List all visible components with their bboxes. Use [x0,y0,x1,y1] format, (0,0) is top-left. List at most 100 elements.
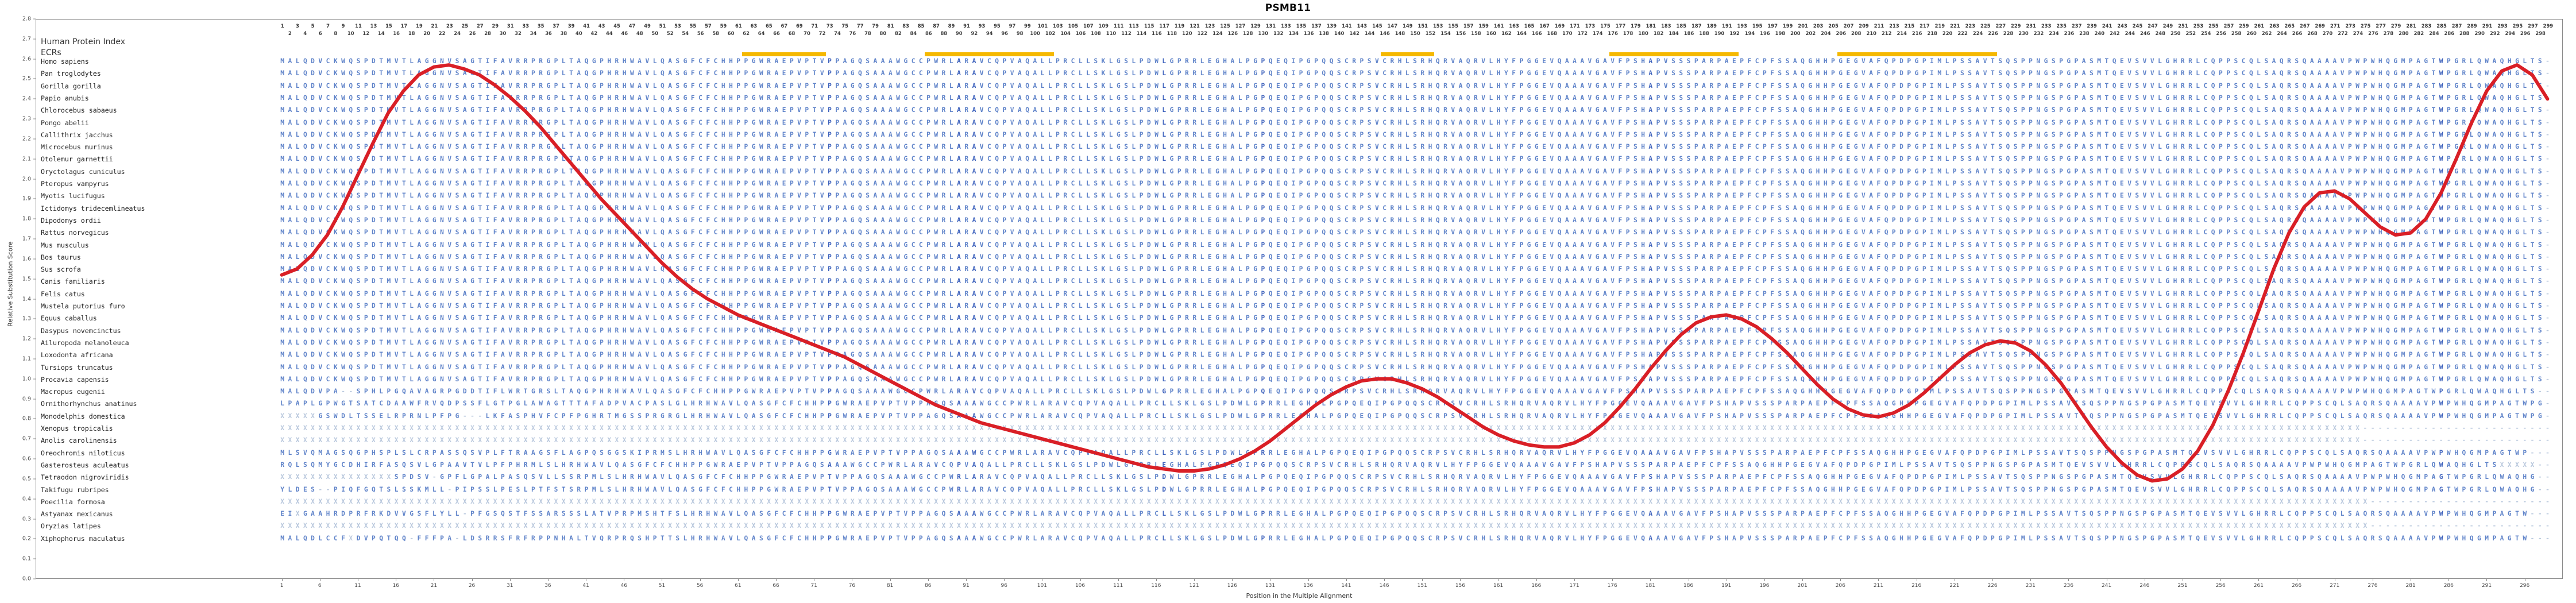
column-number: 87 [933,23,940,29]
column-number: 42 [590,30,598,36]
column-number: 183 [1661,23,1671,29]
x-tick-mark [1384,579,1385,581]
x-tick-label: 101 [1037,583,1047,589]
column-number: 181 [1646,23,1656,29]
x-tick-label: 11 [354,583,361,589]
x-tick-label: 181 [1645,583,1655,589]
x-tick-mark [509,579,511,581]
column-number: 273 [2345,23,2355,29]
x-tick-label: 16 [392,583,399,589]
column-number: 213 [1889,23,1899,29]
column-number: 152 [1425,30,1436,36]
column-number: 34 [530,30,537,36]
x-tick-label: 286 [2443,583,2454,589]
x-tick-mark [472,579,473,581]
column-number: 281 [2406,23,2416,29]
y-tick-mark [33,378,36,380]
column-number: 280 [2399,30,2409,36]
column-number: 188 [1699,30,1709,36]
column-number: 75 [841,23,849,29]
column-number: 121 [1189,23,1200,29]
column-number: 91 [963,23,970,29]
column-number: 248 [2155,30,2166,36]
x-tick-mark [1840,579,1841,581]
column-number: 84 [910,30,917,36]
column-number: 265 [2284,23,2295,29]
x-tick-label: 291 [2481,583,2492,589]
x-tick-mark [2258,579,2260,581]
column-number: 277 [2376,23,2386,29]
column-number: 231 [2026,23,2036,29]
column-number: 64 [758,30,765,36]
column-number: 143 [1357,23,1368,29]
column-number: 171 [1570,23,1580,29]
column-number: 292 [2489,30,2500,36]
y-tick-mark [33,478,36,480]
column-number: 130 [1258,30,1268,36]
column-number: 80 [879,30,887,36]
column-number: 236 [2064,30,2075,36]
column-number: 251 [2178,23,2188,29]
column-number: 107 [1083,23,1094,29]
column-number: 44 [606,30,613,36]
species-label: Tetraodon nigroviridis [41,473,129,482]
column-number: 207 [1843,23,1854,29]
column-number: 174 [1592,30,1603,36]
y-tick-label: 0.6 [22,455,31,462]
column-number: 225 [1980,23,1991,29]
column-number: 193 [1737,23,1747,29]
column-number: 97 [1009,23,1016,29]
x-tick-mark [1574,579,1575,581]
x-tick-label: 46 [620,583,628,589]
ecr-bar [925,52,1055,56]
x-tick-label: 6 [318,583,322,589]
column-number: 274 [2353,30,2363,36]
column-number: 226 [1988,30,1998,36]
y-tick-label: 1.5 [22,276,31,283]
y-tick-label: 2.0 [22,176,31,183]
column-number: 40 [576,30,582,36]
column-number: 115 [1144,23,1154,29]
y-tick-label: 0.0 [22,575,31,582]
column-number: 38 [560,30,567,36]
ecr-bar [1837,52,1997,56]
x-tick-label: 216 [1911,583,1922,589]
column-number: 289 [2467,23,2477,29]
species-label: Mus musculus [41,241,89,249]
column-number: 275 [2360,23,2371,29]
column-number: 82 [895,30,902,36]
column-number: 230 [2018,30,2029,36]
column-number: 110 [1106,30,1117,36]
y-tick-mark [33,138,36,140]
column-number: 68 [788,30,795,36]
column-number: 126 [1227,30,1238,36]
column-number: 249 [2162,23,2173,29]
column-number: 278 [2383,30,2394,36]
species-label: Mustela putorius furo [41,302,125,310]
species-label: Chlorocebus sabaeus [41,106,117,115]
x-tick-label: 131 [1265,583,1276,589]
x-tick-label: 201 [1797,583,1808,589]
column-number: 246 [2140,30,2150,36]
column-number: 67 [781,23,788,29]
x-tick-mark [1194,579,1195,581]
species-label: Monodelphis domestica [41,412,125,420]
x-tick-label: 126 [1227,583,1237,589]
column-number: 63 [750,23,758,29]
column-number: 297 [2528,23,2538,29]
x-axis-label: Position in the Multiple Alignment [1246,592,1353,600]
column-number: 192 [1729,30,1740,36]
column-number: 269 [2315,23,2325,29]
column-number: 131 [1265,23,1276,29]
x-tick-label: 236 [2063,583,2073,589]
